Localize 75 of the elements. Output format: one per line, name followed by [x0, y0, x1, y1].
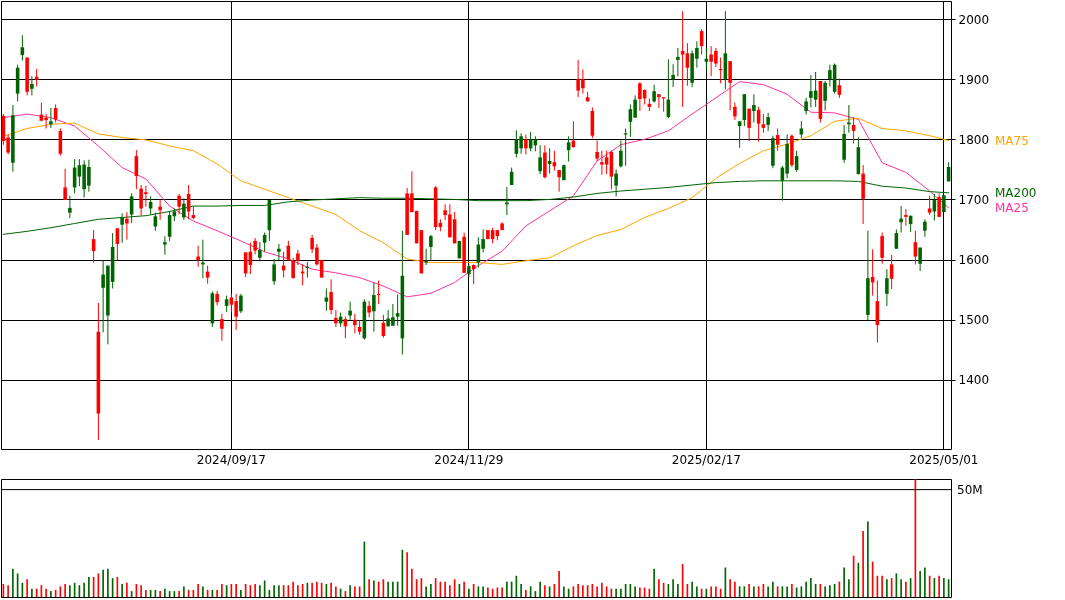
- candlestick: [619, 140, 623, 169]
- candlestick: [353, 313, 357, 335]
- candlestick: [177, 193, 181, 215]
- candlestick: [880, 232, 884, 265]
- candlestick: [538, 144, 542, 175]
- x-tick-label: 2024/11/29: [434, 452, 504, 467]
- candlestick: [329, 278, 333, 315]
- candlestick: [923, 218, 927, 238]
- candlestick: [239, 293, 243, 314]
- candlestick: [429, 234, 433, 261]
- x-tick-label: 2025/05/01: [909, 452, 979, 467]
- candlestick: [348, 301, 352, 321]
- candlestick: [847, 104, 851, 134]
- candlestick: [752, 93, 756, 123]
- candlestick: [657, 93, 661, 109]
- candlestick: [296, 249, 300, 266]
- candlestick: [652, 84, 656, 104]
- candlestick: [733, 102, 737, 121]
- candlestick: [676, 47, 680, 77]
- candlestick: [524, 134, 528, 155]
- candlestick: [885, 268, 889, 307]
- y-tick-label: 1900: [958, 72, 990, 87]
- candlestick: [372, 281, 376, 333]
- candlestick: [927, 195, 932, 216]
- x-tick-label: 2025/02/17: [671, 452, 741, 467]
- y-tick-label: 1700: [958, 192, 990, 207]
- candlestick: [234, 293, 238, 331]
- candlestick: [68, 195, 72, 219]
- candlestick: [272, 258, 276, 286]
- candlestick: [600, 150, 604, 176]
- candlestick: [671, 63, 675, 88]
- candlestick: [220, 313, 224, 342]
- y-tick-label: 1600: [958, 253, 990, 268]
- candlestick: [904, 208, 908, 227]
- candlestick: [761, 113, 766, 134]
- ref-line-label: 50M: [957, 482, 983, 497]
- candlestick: [505, 186, 509, 216]
- text: MA75: [995, 133, 1029, 148]
- candlestick: [766, 112, 770, 132]
- candlestick: [595, 140, 599, 162]
- candlestick: [182, 197, 186, 221]
- candlestick: [747, 108, 751, 142]
- candlestick: [937, 192, 941, 218]
- candlestick: [163, 235, 167, 256]
- candlestick: [424, 248, 428, 266]
- candlestick: [367, 300, 371, 318]
- candlestick: [728, 60, 732, 111]
- y-tick-label: 1800: [958, 132, 990, 147]
- candlestick: [258, 241, 262, 262]
- candlestick: [519, 132, 523, 155]
- candlestick: [604, 150, 609, 175]
- text: MA200: [995, 185, 1037, 200]
- candlestick: [153, 212, 158, 232]
- y-tick-label: 1500: [958, 313, 990, 328]
- x-tick-label: 2024/09/17: [196, 452, 266, 467]
- candlestick: [334, 309, 338, 328]
- y-tick-label: 1400: [958, 373, 990, 388]
- candlestick: [125, 211, 129, 241]
- candlestick: [30, 75, 34, 96]
- candlestick: [324, 287, 329, 312]
- candlestick: [809, 74, 813, 108]
- y-tick-label: 2000: [958, 12, 990, 27]
- candlestick: [899, 205, 903, 234]
- candlestick: [49, 107, 53, 129]
- candlestick: [277, 243, 281, 261]
- candlestick: [633, 94, 637, 119]
- candlestick: [158, 199, 162, 221]
- text: MA25: [995, 200, 1029, 215]
- candlestick: [229, 293, 234, 313]
- candlestick: [196, 245, 200, 268]
- candlestick: [680, 10, 685, 108]
- candlestick: [395, 293, 400, 327]
- candlestick: [823, 80, 827, 111]
- candlestick: [63, 168, 67, 201]
- candlestick: [638, 81, 642, 112]
